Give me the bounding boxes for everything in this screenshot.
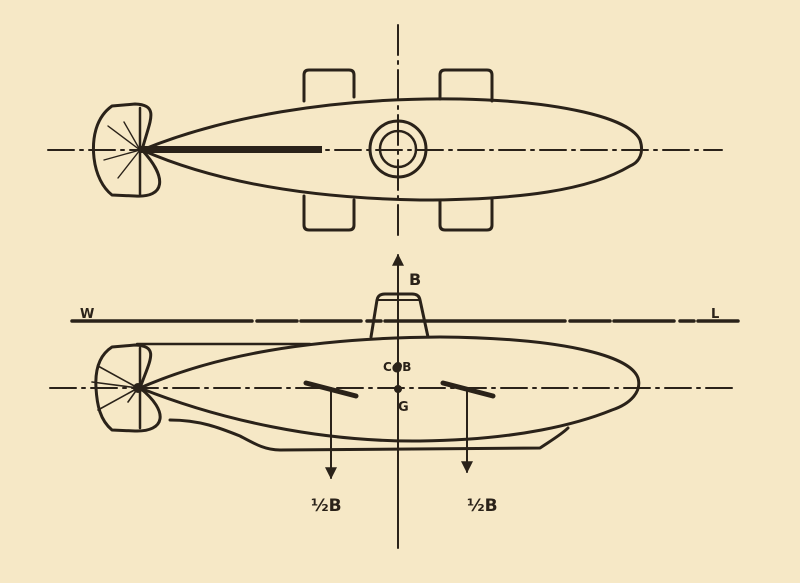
elevation-hull [138,335,641,443]
diving-plane-bottom-right [438,196,494,232]
label-cob: C●B [383,360,411,374]
label-w: W [80,307,94,322]
label-l: L [711,307,719,322]
label-half-b-left: ½B [311,496,342,516]
label-g: G [398,400,409,415]
plan-view [47,24,723,237]
diving-plane-bottom-left [302,194,356,232]
elevation-stern-housing [94,343,162,433]
keel [168,418,570,452]
side-diving-plane-right [440,380,496,399]
elevation-propeller [91,365,143,411]
plan-propeller [103,121,141,179]
diving-plane-top-left [302,68,356,103]
center-of-gravity-point [394,385,402,393]
plan-hull [140,97,644,202]
diving-plane-top-right [438,68,494,103]
conning-tower-inner [378,129,418,169]
label-b: B [409,270,421,289]
center-of-buoyancy-point [394,362,402,370]
conning-tower-outer [368,119,428,179]
plan-shaft [140,146,322,153]
elevation-view: W L B C●B G ½B ½B [49,253,740,549]
label-half-b-right: ½B [467,496,498,516]
elevation-conning-tower [369,292,430,339]
plan-stern-housing [92,102,161,198]
